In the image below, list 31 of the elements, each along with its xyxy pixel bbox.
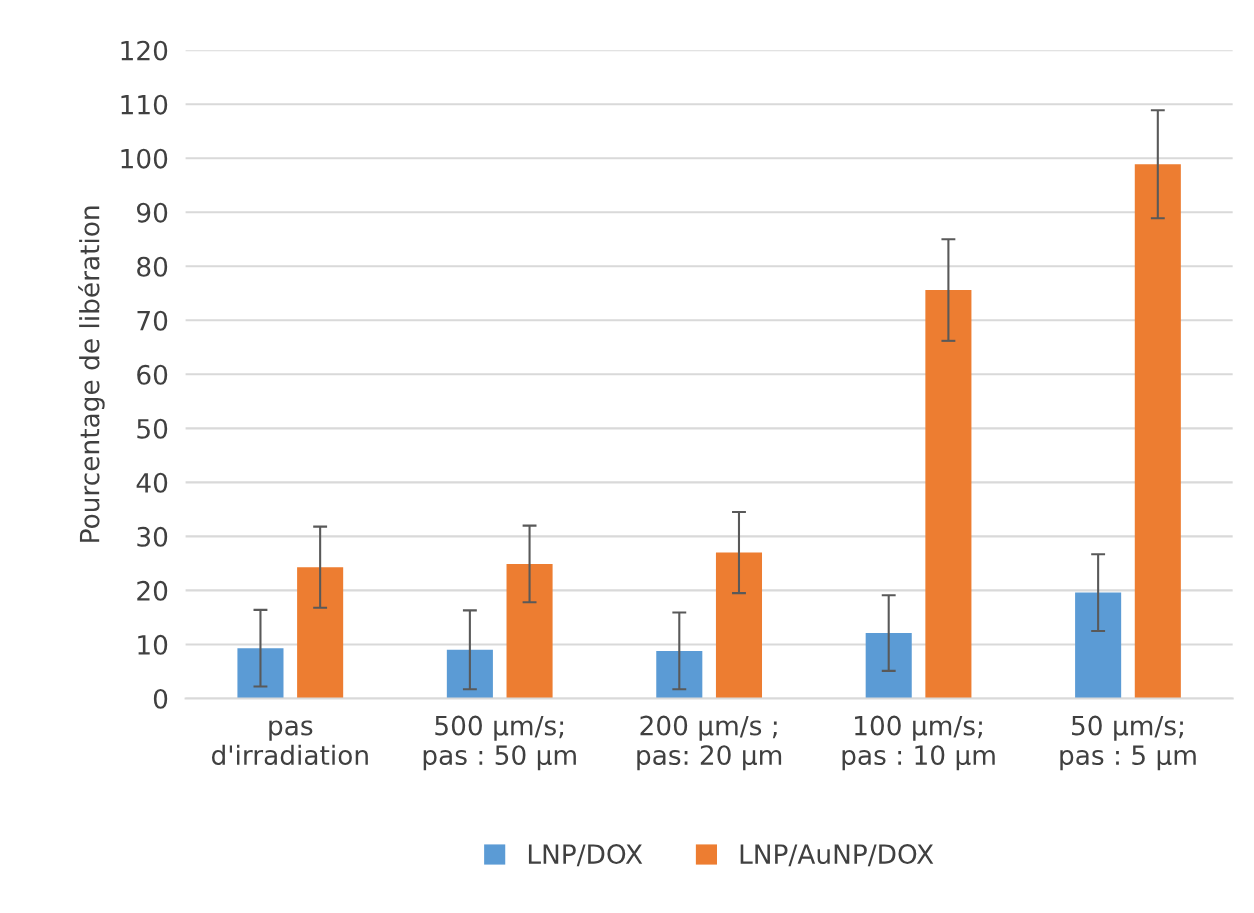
legend-label: LNP/AuNP/DOX: [740, 844, 934, 867]
bar: [506, 563, 553, 699]
y-tick-label: 80: [137, 256, 168, 277]
bar: [1075, 592, 1122, 699]
y-tick-label: 20: [137, 580, 168, 601]
y-tick-label: 50: [137, 418, 168, 439]
bar: [446, 649, 493, 699]
x-tick-label: 100 µm/s; pas : 10 µm: [842, 715, 995, 771]
x-tick-label: pas d'irradiation: [211, 720, 368, 766]
x-tick-label: 500 µm/s; pas : 50 µm: [423, 715, 576, 771]
x-tick-label: 200 µm/s ; pas: 20 µm: [637, 715, 782, 771]
y-tick-label: 120: [121, 40, 168, 61]
bar: [715, 552, 763, 699]
y-tick-label: 40: [136, 472, 168, 493]
x-tick-label: 50 µm/s; pas : 5 µm: [1060, 715, 1196, 771]
y-axis-title: Pourcentage de libération: [78, 206, 105, 542]
y-tick-label: 70: [137, 310, 168, 331]
bar: [865, 633, 912, 699]
bar: [925, 290, 972, 699]
y-tick-label: 10: [138, 634, 168, 655]
y-tick-label: 90: [137, 202, 168, 223]
bar: [237, 648, 284, 699]
y-tick-label: 30: [137, 526, 168, 547]
y-tick-label: 0: [153, 688, 168, 709]
bar: [656, 650, 703, 699]
y-tick-label: 60: [137, 364, 168, 385]
y-tick-label: 100: [121, 148, 168, 169]
bar: [1134, 164, 1181, 699]
legend-label: LNP/DOX: [528, 844, 643, 867]
y-tick-label: 110: [121, 94, 168, 115]
bar: [297, 567, 344, 699]
